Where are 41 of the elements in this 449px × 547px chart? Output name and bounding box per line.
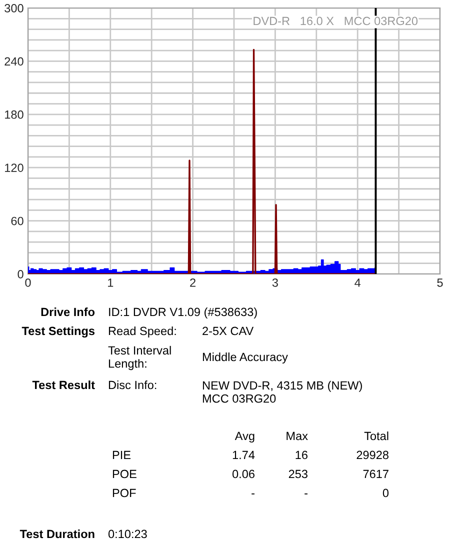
x-tick-label: 3 xyxy=(272,278,278,287)
text: PIE xyxy=(112,450,131,460)
x-tick-label: 0 xyxy=(25,278,31,287)
text: Max xyxy=(286,432,308,440)
text: 0.06 xyxy=(232,470,254,478)
text: Avg xyxy=(234,432,254,443)
text: ID:1 DVDR V1.09 (#538633) xyxy=(109,307,257,318)
text: 7617 xyxy=(363,470,388,478)
text: Disc Info: xyxy=(108,380,156,390)
text: Read Speed: xyxy=(108,326,176,338)
text: 29928 xyxy=(356,450,388,460)
text: POE xyxy=(112,470,136,478)
y-tick-label: 60 xyxy=(11,216,24,226)
y-tick-label: 180 xyxy=(5,110,24,119)
text: POF xyxy=(112,488,136,498)
text: - xyxy=(252,493,254,494)
text: Total xyxy=(364,431,388,440)
text: Test Result xyxy=(32,380,95,390)
x-tick-label: 4 xyxy=(354,278,361,287)
text: Drive Info xyxy=(41,307,95,316)
y-tick-label: 300 xyxy=(4,4,24,12)
text: Test Interval Length: xyxy=(108,346,171,370)
text: 253 xyxy=(288,470,308,478)
x-tick-label: 1 xyxy=(108,278,114,287)
y-tick-label: 240 xyxy=(4,57,24,66)
text: 2-5X CAV xyxy=(202,326,254,336)
x-tick-label: 2 xyxy=(190,278,196,287)
line-series xyxy=(28,48,377,274)
text: 0:10:23 xyxy=(108,530,147,538)
y-tick-label: 0 xyxy=(18,270,24,278)
text: NEW DVD-R, 4315 MB (NEW) MCC 03RG20 xyxy=(202,380,362,403)
annotation: DVD-R 16.0 X MCC 03RG20 xyxy=(254,16,418,26)
text: Middle Accuracy xyxy=(202,352,288,364)
text: 16 xyxy=(296,450,308,460)
y-tick-label: 120 xyxy=(5,164,24,172)
text: Test Duration xyxy=(20,529,94,538)
text: - xyxy=(304,493,308,494)
x-tick-label: 5 xyxy=(437,278,443,287)
text: Test Settings xyxy=(22,326,95,338)
text: 1.74 xyxy=(232,450,255,460)
text: 0 xyxy=(382,488,389,498)
